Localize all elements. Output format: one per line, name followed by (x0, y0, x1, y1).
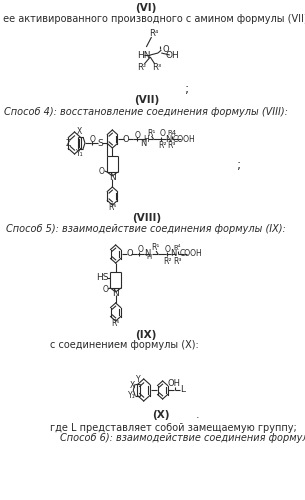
Text: с соединением формулы (X):: с соединением формулы (X): (50, 340, 199, 350)
Text: O: O (123, 134, 129, 143)
Text: H: H (143, 134, 149, 143)
Text: OH: OH (167, 380, 180, 388)
Text: HN: HN (137, 50, 151, 59)
Text: H: H (146, 254, 152, 260)
Text: R²: R² (163, 256, 172, 266)
Text: R4: R4 (168, 130, 177, 136)
Text: или ее активированного производного с амином формулы (VII):: или ее активированного производного с ам… (0, 14, 305, 24)
Text: (X): (X) (152, 410, 170, 420)
Text: N: N (109, 172, 116, 182)
Text: ;: ; (185, 84, 189, 96)
Text: O: O (160, 130, 166, 138)
Text: N: N (144, 250, 150, 258)
Text: R³: R³ (173, 256, 182, 266)
Text: COOH: COOH (173, 134, 196, 143)
Text: R⁴: R⁴ (174, 245, 181, 251)
Text: Способ 4): восстановление соединения формулы (VIII):: Способ 4): восстановление соединения фор… (4, 107, 288, 117)
Text: R¹: R¹ (147, 128, 156, 138)
Text: Y₁: Y₁ (128, 392, 136, 400)
Text: O: O (90, 134, 96, 143)
Text: N: N (170, 250, 176, 258)
Text: R⁵: R⁵ (108, 204, 117, 212)
Text: S: S (97, 138, 103, 147)
Text: R⁵: R⁵ (111, 320, 120, 328)
Text: Y₁: Y₁ (76, 150, 84, 158)
Text: X: X (129, 380, 135, 390)
Text: HS: HS (96, 274, 108, 282)
Text: O: O (102, 286, 108, 294)
Text: O: O (163, 46, 169, 54)
Text: (IX): (IX) (136, 330, 157, 340)
Text: R²: R² (158, 142, 167, 150)
Text: (VI): (VI) (136, 3, 157, 13)
Text: где L представляет собой замещаемую группу;: где L представляет собой замещаемую груп… (50, 423, 297, 433)
Text: (VII): (VII) (134, 95, 159, 105)
Text: O: O (165, 246, 171, 254)
Text: OH: OH (166, 50, 179, 59)
Text: R²: R² (137, 64, 146, 72)
Text: (VIII): (VIII) (132, 213, 161, 223)
Text: Y: Y (136, 374, 141, 384)
Text: N: N (141, 138, 147, 147)
Text: ;: ; (238, 158, 242, 172)
Text: Способ 6): взаимодействие соединения формулы (XI):: Способ 6): взаимодействие соединения фор… (60, 433, 305, 443)
Text: COOH: COOH (179, 250, 202, 258)
Text: O: O (126, 250, 133, 258)
Text: O: O (99, 168, 105, 176)
Text: N: N (165, 134, 171, 143)
Text: X: X (77, 128, 82, 136)
Text: R³: R³ (167, 142, 176, 150)
Text: Способ 5): взаимодействие соединения формулы (IX):: Способ 5): взаимодействие соединения фор… (6, 224, 286, 234)
Text: .: . (196, 410, 199, 420)
Text: Z: Z (66, 138, 71, 147)
Text: R⁴: R⁴ (149, 28, 158, 38)
Text: O: O (138, 246, 143, 254)
Text: R¹: R¹ (151, 244, 160, 252)
Text: O: O (135, 130, 141, 140)
Text: R³: R³ (152, 64, 161, 72)
Text: L: L (180, 386, 185, 394)
Text: N: N (112, 288, 119, 298)
